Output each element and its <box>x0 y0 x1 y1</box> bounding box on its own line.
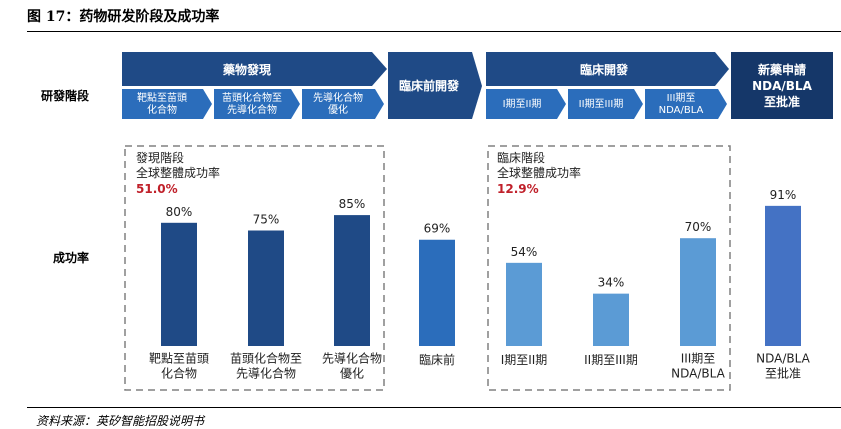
top-rule <box>27 31 841 32</box>
discovery-substep-label: 苗頭化合物至先導化合物 <box>222 91 282 116</box>
discovery-group-rate: 51.0% <box>136 182 178 196</box>
clinical-substep-label: II期至III期 <box>579 98 624 110</box>
clinical-group-title: 臨床階段 <box>497 150 545 165</box>
bar-value-label: 75% <box>253 213 280 227</box>
nda-banner <box>731 52 833 119</box>
discovery-banner-label: 藥物發現 <box>222 62 271 77</box>
bar-value-label: 34% <box>598 276 625 290</box>
clinical-group-rate: 12.9% <box>497 182 539 196</box>
discovery-substep-label: 先導化合物優化 <box>313 91 363 116</box>
figure-title: 图 17：药物研发阶段及成功率 <box>27 9 220 25</box>
bar-value-label: 80% <box>166 205 193 219</box>
category-label: NDA/BLA 至批准 <box>756 351 810 380</box>
clinical-banner <box>486 52 729 86</box>
bar <box>593 293 629 346</box>
clinical-substep-1 <box>486 89 566 119</box>
stages-row-label: 研發階段 <box>41 89 90 103</box>
category-label: 苗頭化合物至先導化合物 <box>230 350 302 380</box>
discovery-substep-3 <box>302 89 384 119</box>
bar <box>419 239 455 346</box>
clinical-substep-2 <box>568 89 643 119</box>
discovery-substep-2 <box>214 89 300 119</box>
clinical-substep-label: I期至II期 <box>503 98 542 110</box>
discovery-banner <box>122 52 387 86</box>
discovery-group-subtitle: 全球整體成功率 <box>136 165 220 180</box>
clinical-group-subtitle: 全球整體成功率 <box>497 165 581 180</box>
bar-value-label: 91% <box>770 188 797 202</box>
preclinical-banner-label: 臨床前開發 <box>399 78 460 93</box>
clinical-group-box <box>487 145 731 391</box>
bar <box>680 238 716 346</box>
category-label: II期至III期 <box>584 353 638 367</box>
discovery-group-title: 發現階段 <box>136 150 184 165</box>
discovery-substep-label: 靶點至苗頭化合物 <box>137 91 187 116</box>
category-label: 臨床前 <box>419 352 455 367</box>
source-note: 资料来源：英矽智能招股说明书 <box>36 414 205 428</box>
rate-row-label: 成功率 <box>53 251 90 265</box>
bar <box>334 215 370 346</box>
category-label: I期至II期 <box>501 353 548 367</box>
preclinical-banner <box>388 52 482 119</box>
bar-value-label: 69% <box>424 222 451 236</box>
clinical-banner-label: 臨床開發 <box>580 62 629 77</box>
bar <box>765 205 801 346</box>
clinical-substep-label: III期至 NDA/BLA <box>659 92 704 116</box>
bottom-rule <box>27 407 841 408</box>
nda-banner-label: 新藥申請 NDA/BLA 至批准 <box>752 62 812 109</box>
bar <box>506 262 542 346</box>
bar-value-label: 54% <box>511 245 538 259</box>
category-label: 靶點至苗頭化合物 <box>149 351 209 380</box>
discovery-substep-1 <box>122 89 212 119</box>
bar <box>161 222 197 346</box>
bar-value-label: 85% <box>339 197 366 211</box>
bar-value-label: 70% <box>685 220 712 234</box>
category-label: III期至 NDA/BLA <box>671 351 725 380</box>
category-label: 先導化合物優化 <box>322 350 382 380</box>
bar <box>248 230 284 346</box>
clinical-substep-3 <box>645 89 727 119</box>
